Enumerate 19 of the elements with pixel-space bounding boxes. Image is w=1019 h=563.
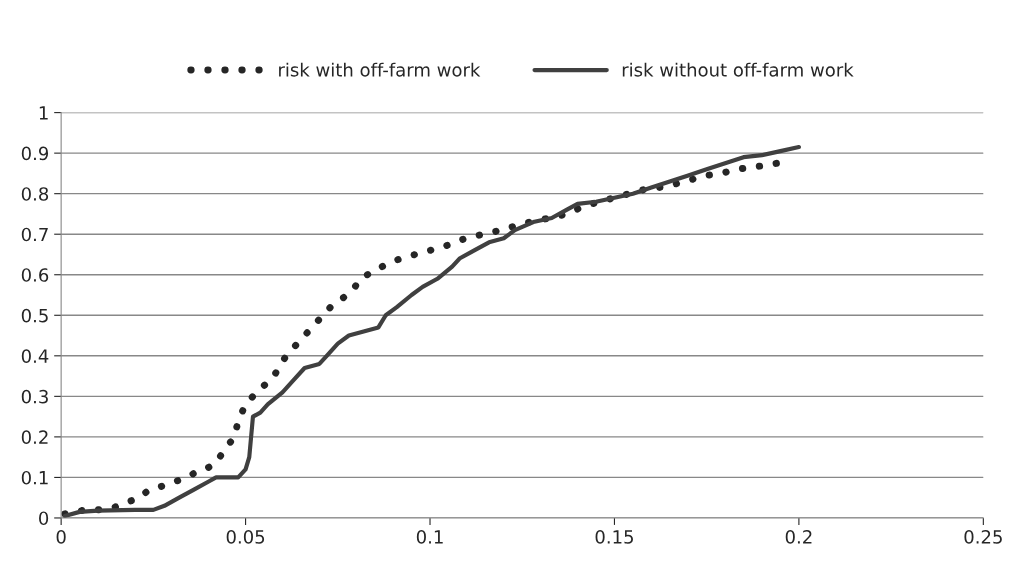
y-tick-label: 0.5 <box>21 308 48 323</box>
legend-label: risk with off-farm work <box>279 62 481 77</box>
x-tick-label: 0 <box>56 530 66 544</box>
x-tick-label: 0.15 <box>595 530 633 544</box>
y-tick-label: 1 <box>39 106 48 120</box>
x-tick-label: 0.2 <box>785 530 812 544</box>
y-tick-label: 0.9 <box>21 146 49 161</box>
y-tick-label: 0 <box>39 511 49 526</box>
y-tick-label: 0.6 <box>21 268 49 282</box>
x-tick-label: 0.1 <box>416 530 443 544</box>
x-tick-label: 0.05 <box>226 530 265 544</box>
y-tick-label: 0.4 <box>21 349 49 363</box>
legend-label: risk without off-farm work <box>622 62 854 77</box>
y-tick-label: 0.8 <box>21 187 49 201</box>
y-tick-label: 0.7 <box>21 227 48 242</box>
y-tick-label: 0.3 <box>21 389 48 404</box>
y-tick-label: 0.1 <box>21 470 48 485</box>
x-tick-label: 0.25 <box>964 530 1002 544</box>
y-tick-label: 0.2 <box>21 430 48 444</box>
